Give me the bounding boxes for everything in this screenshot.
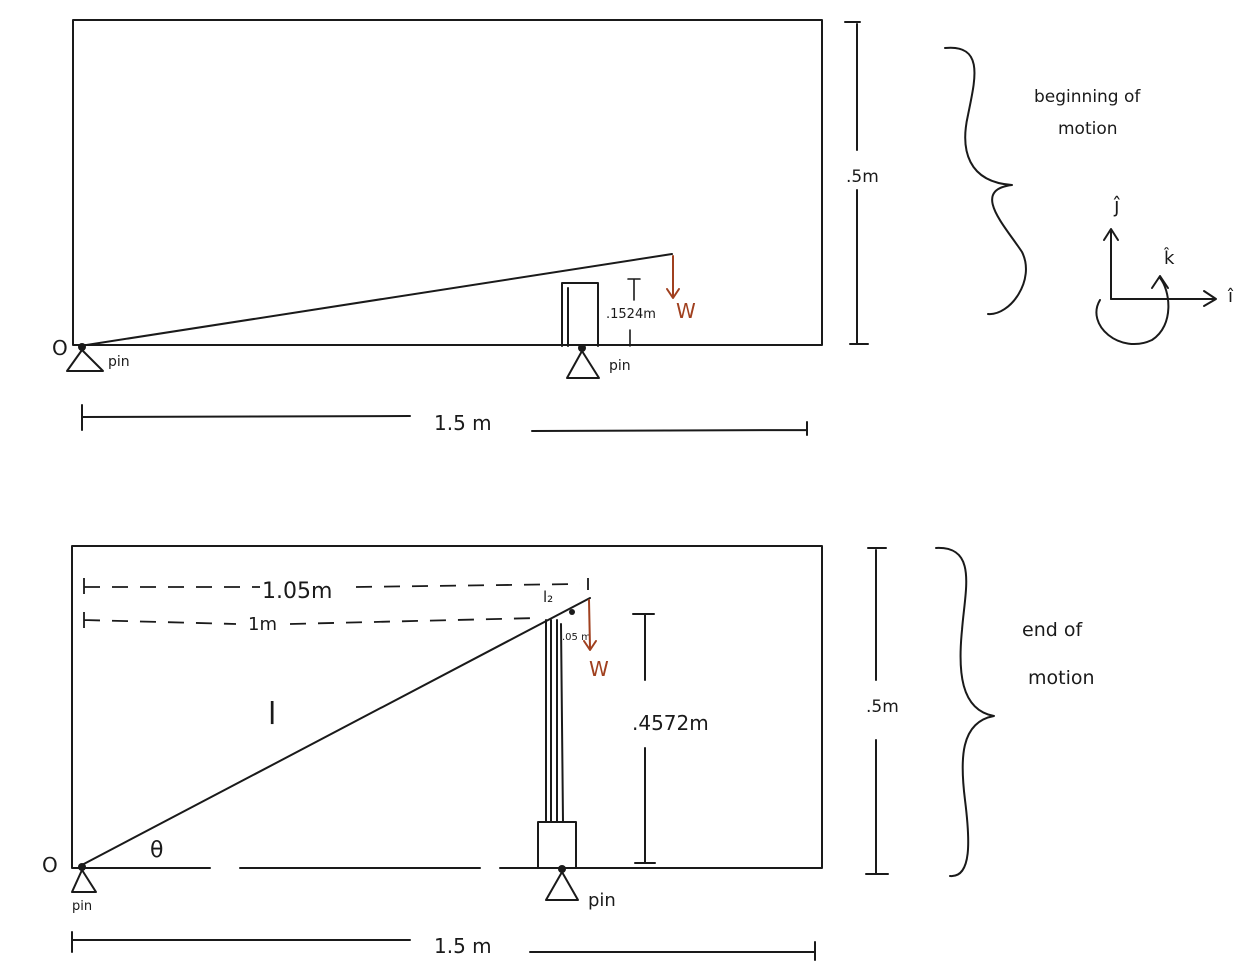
top-support-height-label: .1524m	[606, 307, 656, 322]
bottom-angle-label: θ	[150, 838, 163, 863]
top-right-pin-label: pin	[609, 358, 631, 374]
bottom-support-dimension	[632, 613, 656, 864]
top-origin-label: O	[52, 336, 68, 360]
bottom-caption-line2: motion	[1028, 667, 1095, 689]
top-right-pin	[566, 344, 600, 379]
bottom-caption-line1: end of	[1022, 619, 1083, 641]
top-weight-label: W	[676, 299, 696, 323]
bottom-dim-short	[83, 612, 539, 630]
top-frame	[72, 19, 823, 346]
bottom-prop-base	[537, 821, 577, 869]
top-support-dimension	[627, 278, 641, 347]
bottom-contact-point	[569, 609, 575, 615]
bottom-height-dimension	[865, 547, 889, 875]
top-caption-line1: beginning of	[1034, 87, 1141, 107]
bottom-dim-long-label: 1.05m	[262, 579, 332, 604]
bottom-width-dimension	[71, 931, 816, 961]
bottom-height-label: .5m	[866, 697, 899, 717]
bottom-left-pin	[71, 863, 97, 893]
top-axis-j-label: ĵ	[1113, 193, 1120, 217]
top-left-pin	[66, 343, 104, 372]
bottom-beam	[79, 597, 591, 867]
top-caption-line2: motion	[1058, 119, 1118, 139]
bottom-l2-label: l₂	[543, 588, 553, 606]
bottom-dim-long	[83, 578, 589, 598]
top-axes	[1095, 228, 1217, 346]
top-prop-block	[561, 282, 599, 347]
bottom-frame	[71, 545, 823, 869]
top-height-dimension	[844, 21, 869, 345]
top-height-label: .5m	[846, 167, 879, 187]
bottom-brace	[935, 546, 995, 878]
bottom-prop-posts	[545, 619, 564, 823]
bottom-left-pin-label: pin	[72, 899, 92, 914]
bottom-width-label: 1.5 m	[434, 934, 492, 958]
top-axis-k-label: k̂	[1163, 248, 1175, 269]
top-left-pin-label: pin	[108, 354, 130, 370]
bottom-dim-short-label: 1m	[248, 614, 277, 635]
bottom-origin-label: O	[42, 853, 58, 877]
bottom-beam-label: l	[268, 697, 276, 732]
bottom-weight-label: W	[589, 657, 609, 681]
bottom-support-height-label: .4572m	[632, 711, 709, 735]
top-width-label: 1.5 m	[434, 411, 492, 435]
bottom-diagram: 1.05m 1m l₂ .05 m W .4572m l θ O pin	[42, 545, 1095, 961]
top-weight-arrow	[666, 255, 680, 299]
top-width-dimension	[81, 404, 808, 436]
bottom-weight-arrow	[583, 599, 597, 651]
top-brace	[944, 46, 1027, 316]
top-beam	[79, 253, 673, 347]
bottom-right-pin-label: pin	[588, 890, 616, 911]
bottom-right-pin	[545, 865, 579, 901]
bottom-offset-label: .05 m	[562, 632, 591, 643]
top-axis-i-label: î	[1227, 286, 1234, 307]
top-diagram: .1524m W O pin pin .5m 1.5 m beginning o…	[52, 19, 1234, 436]
